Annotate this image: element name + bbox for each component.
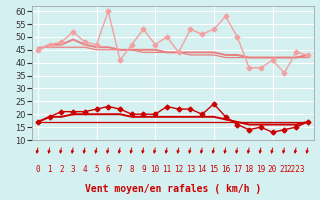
Text: 5: 5 (94, 166, 99, 174)
Text: 11: 11 (162, 166, 172, 174)
Text: 14: 14 (197, 166, 207, 174)
Text: Vent moyen/en rafales ( km/h ): Vent moyen/en rafales ( km/h ) (85, 184, 261, 194)
Text: 19: 19 (256, 166, 265, 174)
Text: 15: 15 (209, 166, 219, 174)
Text: 17: 17 (233, 166, 242, 174)
Text: 0: 0 (36, 166, 40, 174)
Text: 6: 6 (106, 166, 111, 174)
Text: 20: 20 (268, 166, 277, 174)
Text: 13: 13 (186, 166, 195, 174)
Text: 2223: 2223 (287, 166, 305, 174)
Text: 12: 12 (174, 166, 183, 174)
Text: 9: 9 (141, 166, 146, 174)
Text: 7: 7 (118, 166, 122, 174)
Text: 18: 18 (244, 166, 254, 174)
Text: 1: 1 (47, 166, 52, 174)
Text: 8: 8 (129, 166, 134, 174)
Text: 3: 3 (71, 166, 76, 174)
Text: 2: 2 (59, 166, 64, 174)
Text: 10: 10 (151, 166, 160, 174)
Text: 16: 16 (221, 166, 230, 174)
Text: 4: 4 (83, 166, 87, 174)
Text: 21: 21 (280, 166, 289, 174)
